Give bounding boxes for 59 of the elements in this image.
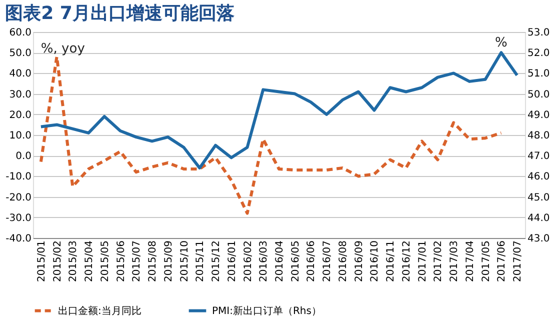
- y2-tick-label: 51.0: [528, 68, 550, 80]
- y-tick-label: 40.0: [9, 68, 32, 80]
- x-tick-label: 2015/03: [68, 240, 80, 282]
- y2-tick-label: 46.0: [528, 172, 550, 183]
- annotation: %: [495, 35, 508, 50]
- x-tick-label: 2016/04: [274, 240, 286, 282]
- y-tick-label: -20.0: [6, 192, 32, 204]
- y-tick-label: -40.0: [6, 234, 32, 244]
- x-tick-label: 2015/04: [84, 240, 96, 282]
- y-tick-label: 60.0: [9, 28, 32, 38]
- x-tick-label: 2016/06: [306, 240, 318, 282]
- y-tick-label: 20.0: [9, 110, 32, 121]
- y2-tick-label: 47.0: [528, 151, 550, 162]
- chart-title: 图表2 7月出口增速可能回落: [5, 3, 234, 24]
- annotation: %, yoy: [40, 41, 86, 56]
- y2-tick-label: 48.0: [528, 130, 550, 142]
- y2-tick-label: 44.0: [528, 212, 550, 224]
- y-tick-label: 0.0: [16, 151, 32, 162]
- x-tick-label: 2016/01: [226, 240, 238, 282]
- x-tick-label: 2015/05: [100, 240, 111, 282]
- x-tick-label: 2015/06: [116, 240, 127, 282]
- line-series: [39, 55, 503, 215]
- x-tick-label: 2017/03: [449, 240, 460, 282]
- y-tick-label: 50.0: [9, 48, 32, 60]
- x-tick-label: 2016/05: [290, 240, 302, 282]
- y-tick-label: -30.0: [6, 212, 32, 224]
- x-tick-label: 2015/09: [163, 240, 174, 282]
- x-tick-label: 2017/06: [496, 240, 508, 282]
- x-tick-label: 2015/11: [195, 240, 206, 282]
- y2-tick-label: 52.0: [528, 48, 550, 60]
- y2-tick-label: 49.0: [528, 110, 550, 121]
- legend-label: PMI:新出口订单（Rhs）: [212, 304, 322, 317]
- x-tick-label: 2016/10: [370, 240, 381, 282]
- x-tick-label: 2015/02: [52, 240, 64, 282]
- x-tick-label: 2016/02: [242, 240, 254, 282]
- x-tick-label: 2015/08: [148, 240, 159, 282]
- x-tick-label: 2017/04: [464, 240, 476, 282]
- legend-label: 出口金额:当月同比: [58, 304, 142, 317]
- x-tick-label: 2016/07: [322, 240, 334, 282]
- y-tick-label: 10.0: [9, 130, 32, 142]
- x-tick-label: 2017/07: [512, 240, 524, 282]
- x-tick-label: 2015/12: [211, 240, 222, 282]
- x-tick-label: 2017/01: [417, 240, 428, 282]
- y2-tick-label: 45.0: [528, 192, 550, 204]
- y2-tick-label: 53.0: [528, 28, 550, 38]
- x-tick-label: 2017/02: [433, 240, 444, 282]
- x-tick-label: 2016/03: [258, 240, 270, 282]
- x-tick-label: 2015/10: [179, 240, 190, 282]
- y2-tick-label: 43.0: [528, 234, 550, 244]
- y-tick-label: 30.0: [9, 89, 32, 100]
- y-tick-label: -10.0: [6, 172, 32, 183]
- x-tick-label: 2016/08: [338, 240, 349, 282]
- x-tick-label: 2015/01: [36, 240, 48, 282]
- x-tick-label: 2016/09: [354, 240, 365, 282]
- x-tick-label: 2016/12: [401, 240, 412, 282]
- x-tick-label: 2015/07: [132, 240, 143, 282]
- x-tick-label: 2016/11: [386, 240, 397, 282]
- x-tick-label: 2017/05: [480, 240, 492, 282]
- y2-tick-label: 50.0: [528, 89, 550, 100]
